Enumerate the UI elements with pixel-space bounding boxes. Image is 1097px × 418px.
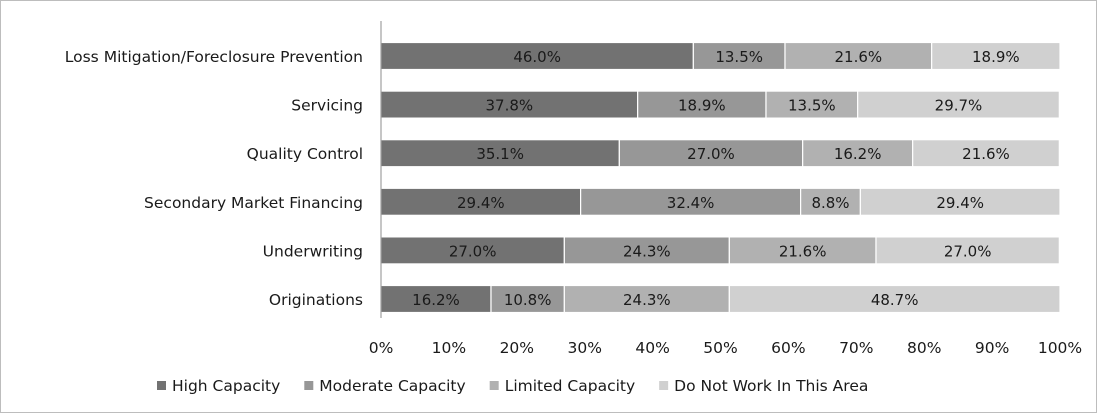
legend: High Capacity Moderate Capacity Limited Ca… [157, 377, 868, 395]
bar-segment-moderate-capacity [637, 90, 767, 119]
data-label: 48.7% [871, 291, 919, 309]
data-label: 29.7% [935, 97, 983, 115]
data-label: 21.6% [835, 48, 883, 66]
category-label: Secondary Market Financing [144, 194, 363, 212]
data-label: 13.5% [715, 48, 763, 66]
bar-segment-do-not-work-in-this-area [859, 187, 1061, 216]
data-label: 35.1% [476, 145, 524, 163]
data-label: 27.0% [687, 145, 735, 163]
x-tick-label: 30% [567, 339, 601, 357]
bar-segment-do-not-work-in-this-area [857, 90, 1060, 119]
legend-swatch [304, 381, 314, 390]
bar-segment-do-not-work-in-this-area [728, 284, 1061, 314]
data-label: 27.0% [449, 242, 497, 260]
bar-segment-moderate-capacity [563, 236, 730, 265]
bar-segment-do-not-work-in-this-area [912, 139, 1060, 168]
data-label: 13.5% [788, 97, 836, 115]
x-tick-label: 20% [500, 339, 534, 357]
data-label: 16.2% [834, 145, 882, 163]
bar-segment-limited-capacity [728, 236, 877, 265]
x-tick-label: 80% [907, 339, 941, 357]
legend-item-do-not-work-in-this-area: Do Not Work In This Area [659, 377, 868, 395]
data-label: 21.6% [962, 145, 1010, 163]
category-label: Servicing [291, 97, 363, 115]
data-label: 32.4% [667, 194, 715, 212]
x-tick-label: 0% [369, 339, 394, 357]
data-label: 10.8% [504, 291, 552, 309]
x-tick-label: 70% [839, 339, 873, 357]
legend-item-high-capacity: High Capacity [157, 377, 280, 395]
x-tick-label: 90% [975, 339, 1009, 357]
category-label: Originations [269, 291, 363, 309]
data-label: 27.0% [944, 242, 992, 260]
data-label: 29.4% [457, 194, 505, 212]
legend-label: Moderate Capacity [319, 377, 465, 395]
x-tick-label: 100% [1038, 339, 1082, 357]
legend-label: Limited Capacity [505, 377, 635, 395]
x-tick-label: 50% [703, 339, 737, 357]
bar-segment-high-capacity [380, 90, 639, 119]
data-label: 46.0% [513, 48, 561, 66]
data-label: 18.9% [972, 48, 1020, 66]
bar-segment-moderate-capacity [580, 187, 802, 216]
bar-segment-moderate-capacity [618, 139, 804, 168]
legend-label: Do Not Work In This Area [674, 377, 868, 395]
legend-label: High Capacity [172, 377, 280, 395]
legend-swatch [659, 381, 669, 390]
data-label: 18.9% [678, 97, 726, 115]
category-label: Loss Mitigation/Foreclosure Prevention [65, 48, 363, 66]
x-tick-label: 40% [635, 339, 669, 357]
bar-segment-limited-capacity [563, 284, 730, 314]
data-label: 24.3% [623, 242, 671, 260]
bar-segment-limited-capacity [765, 90, 859, 119]
category-label: Underwriting [263, 242, 363, 260]
bar-segment-limited-capacity [784, 41, 933, 71]
bars-layer: 46.0% 13.5% 21.6% 18.9% 37.8% 18.9% 13.5% 29.7%… [380, 41, 1061, 314]
data-label: 21.6% [779, 242, 827, 260]
legend-item-moderate-capacity: Moderate Capacity [304, 377, 466, 395]
bar-segment-do-not-work-in-this-area [931, 41, 1061, 71]
bar-segment-do-not-work-in-this-area [875, 236, 1060, 265]
data-label: 24.3% [623, 291, 671, 309]
bar-segment-moderate-capacity [490, 284, 565, 314]
data-label: 29.4% [936, 194, 984, 212]
data-label: 16.2% [412, 291, 460, 309]
category-label: Quality Control [247, 145, 363, 163]
bar-segment-moderate-capacity [692, 41, 786, 71]
x-tick-label: 60% [771, 339, 805, 357]
data-label: 8.8% [811, 194, 849, 212]
bar-segment-high-capacity [380, 284, 492, 314]
data-label: 37.8% [486, 97, 534, 115]
legend-swatch [489, 381, 499, 390]
x-tick-label: 10% [432, 339, 466, 357]
legend-item-limited-capacity: Limited Capacity [489, 377, 635, 395]
legend-swatch [157, 381, 166, 390]
bar-segment-high-capacity [380, 187, 582, 216]
